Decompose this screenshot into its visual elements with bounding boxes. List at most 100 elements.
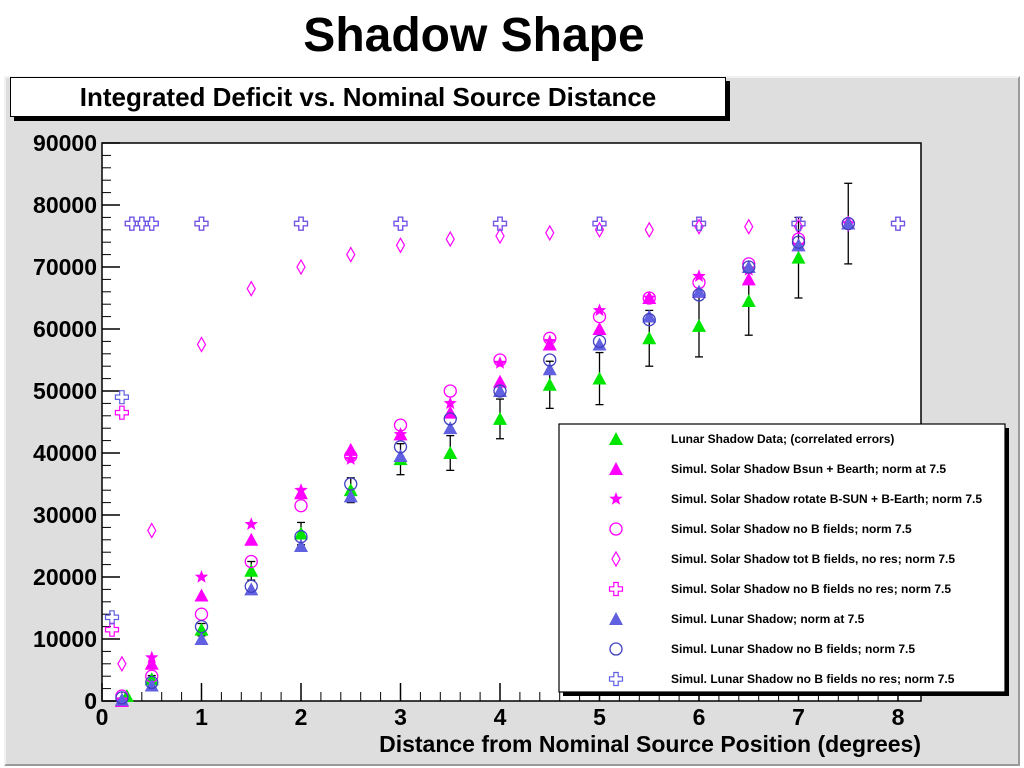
data-point xyxy=(741,272,756,286)
data-point xyxy=(791,250,806,264)
legend-marker xyxy=(609,462,623,475)
data-point xyxy=(744,218,754,235)
data-point xyxy=(294,483,308,496)
data-point xyxy=(592,337,607,351)
data-point xyxy=(493,384,507,398)
data-point xyxy=(115,691,129,705)
data-point xyxy=(144,216,159,231)
legend-marker xyxy=(609,492,623,505)
legend-marker xyxy=(609,642,623,656)
data-point xyxy=(692,318,706,332)
data-point xyxy=(294,530,308,544)
data-point xyxy=(543,334,557,348)
data-layer xyxy=(104,182,906,707)
data-point xyxy=(346,246,356,263)
legend-marker xyxy=(609,432,623,445)
data-point xyxy=(104,622,120,637)
legend-marker xyxy=(608,581,624,597)
legend-label: Simul. Solar Shadow Bsun + Bearth; norm … xyxy=(671,462,946,476)
data-point xyxy=(493,384,507,397)
data-point xyxy=(841,216,855,231)
data-point xyxy=(592,334,607,349)
data-point xyxy=(246,280,256,297)
legend-label: Simul. Lunar Shadow no B fields; norm 7.… xyxy=(671,642,915,656)
y-tick-label: 30000 xyxy=(33,502,97,528)
data-point xyxy=(194,588,209,602)
y-tick-label: 70000 xyxy=(33,254,97,280)
data-point xyxy=(194,570,209,583)
data-point xyxy=(194,216,209,231)
data-point xyxy=(443,396,457,410)
data-point xyxy=(493,411,507,425)
data-point xyxy=(592,322,607,335)
data-point xyxy=(592,309,607,324)
data-point xyxy=(642,331,657,345)
legend-label: Simul. Lunar Shadow no B fields no res; … xyxy=(671,672,955,686)
data-point xyxy=(443,421,458,435)
data-point xyxy=(147,522,157,539)
series-7 xyxy=(114,216,856,706)
data-point xyxy=(543,353,557,367)
x-tick-label: 1 xyxy=(195,704,208,730)
data-point xyxy=(343,489,358,503)
data-point xyxy=(117,655,127,673)
y-tick-label: 50000 xyxy=(33,378,97,404)
x-tick-label: 8 xyxy=(892,704,905,730)
data-point xyxy=(445,230,455,248)
x-tick-label: 3 xyxy=(394,704,407,730)
data-point xyxy=(542,377,557,391)
chart-title: Integrated Deficit vs. Nominal Source Di… xyxy=(10,77,726,117)
legend-label: Simul. Solar Shadow rotate B-SUN + B-Ear… xyxy=(671,492,982,506)
data-point xyxy=(244,532,259,546)
data-point xyxy=(395,237,406,254)
legend-marker xyxy=(608,671,624,687)
data-point xyxy=(144,656,159,670)
legend-marker xyxy=(609,522,623,536)
data-point xyxy=(393,216,408,231)
data-point xyxy=(692,284,706,298)
data-point xyxy=(144,678,159,692)
data-point xyxy=(495,227,505,245)
data-point xyxy=(592,303,607,317)
data-point xyxy=(741,294,756,308)
data-point xyxy=(393,440,408,454)
data-point xyxy=(244,517,258,530)
data-point xyxy=(691,216,707,231)
data-point xyxy=(293,216,309,231)
data-point xyxy=(443,384,457,398)
x-tick-label: 5 xyxy=(593,704,606,730)
y-tick-label: 20000 xyxy=(33,564,97,590)
data-point xyxy=(543,331,557,345)
data-point xyxy=(145,650,159,664)
data-point xyxy=(642,291,656,305)
y-tick-label: 40000 xyxy=(33,440,97,466)
data-point xyxy=(294,499,308,513)
x-axis-label: Distance from Nominal Source Position (d… xyxy=(379,731,921,757)
legend-label: Simul. Lunar Shadow; norm at 7.5 xyxy=(671,612,865,626)
data-point xyxy=(843,215,853,232)
legend-box xyxy=(558,423,1006,693)
page-title: Shadow Shape xyxy=(303,9,645,62)
x-tick-label: 4 xyxy=(494,704,507,730)
legend-label: Simul. Solar Shadow no B fields; norm 7.… xyxy=(671,522,912,536)
data-point xyxy=(592,216,607,231)
legend-marker xyxy=(609,612,623,625)
data-point xyxy=(344,449,358,463)
data-point xyxy=(344,452,358,465)
data-point xyxy=(244,582,259,596)
data-point xyxy=(104,610,120,625)
data-point xyxy=(692,288,706,302)
data-point xyxy=(841,216,856,230)
data-point xyxy=(742,260,756,274)
data-point xyxy=(492,216,508,231)
data-point xyxy=(493,353,507,367)
data-point xyxy=(296,258,306,276)
x-tick-label: 2 xyxy=(295,704,308,730)
data-point xyxy=(542,362,557,376)
data-point xyxy=(294,526,308,540)
data-point xyxy=(194,622,209,636)
axes: 0 10000 20000 30000 40000 50000 60000 70000 8000… xyxy=(33,130,921,757)
data-point xyxy=(194,632,209,645)
data-point xyxy=(443,412,457,426)
